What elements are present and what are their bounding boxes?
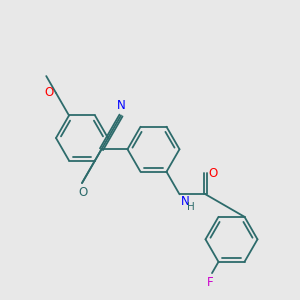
Text: O: O [78,186,88,199]
Text: F: F [207,276,213,289]
Text: N: N [117,100,125,112]
Text: O: O [208,167,218,180]
Text: O: O [45,86,54,100]
Text: N: N [181,195,189,208]
Text: H: H [188,202,195,212]
